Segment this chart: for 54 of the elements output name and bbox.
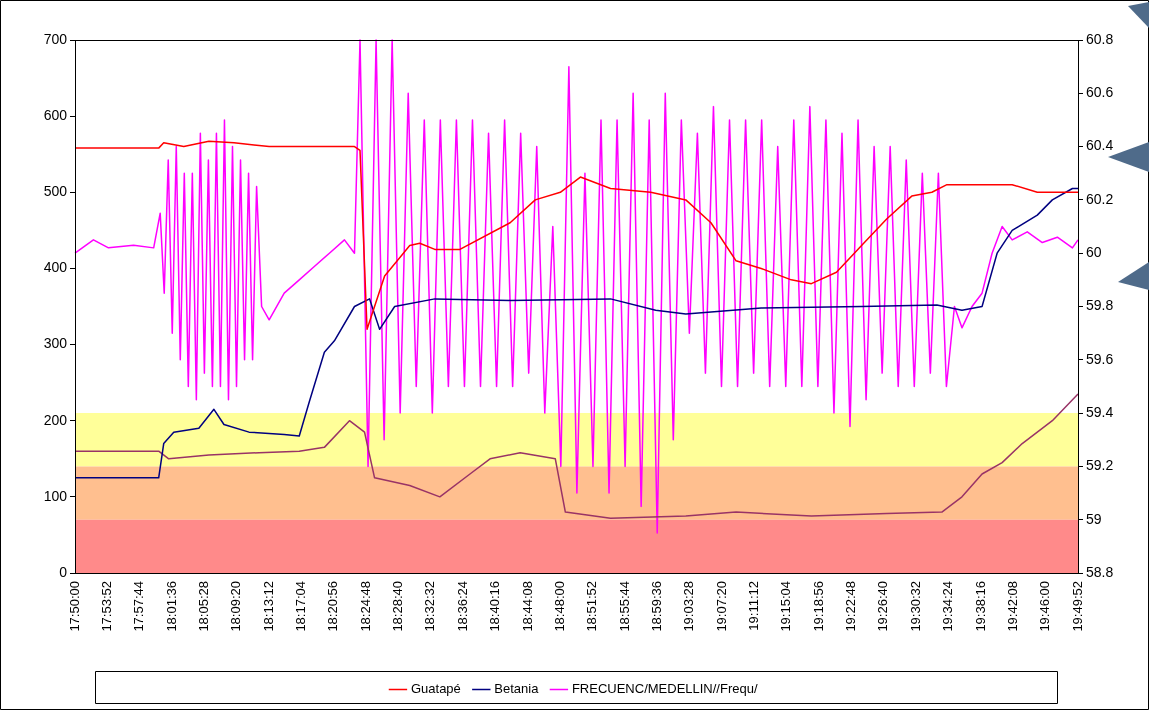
y2-tick-label: 59.8	[1086, 297, 1114, 314]
y-tick-label: 400	[43, 259, 68, 276]
y-tick-label: 100	[43, 487, 68, 504]
y-tick-label: 600	[43, 107, 68, 123]
x-tick-label: 18:13:12	[260, 581, 276, 632]
y2-tick-label: 59.2	[1086, 457, 1114, 474]
x-tick-label: 18:20:56	[325, 581, 341, 632]
y2-tick-label: 59.6	[1086, 350, 1114, 367]
x-tick-label: 19:26:40	[875, 581, 891, 632]
x-tick-label: 18:36:24	[454, 581, 470, 632]
x-tick-label: 18:24:48	[357, 581, 373, 632]
x-tick-label: 19:38:16	[972, 581, 988, 632]
x-tick-label: 19:46:00	[1037, 581, 1053, 632]
y2-tick-label: 59	[1086, 510, 1102, 527]
x-tick-label: 18:48:00	[551, 581, 567, 632]
x-tick-label: 18:44:08	[519, 581, 535, 632]
y-tick-label: 300	[43, 335, 68, 352]
y2-tick-label: 59.4	[1086, 403, 1114, 420]
x-tick-label: 18:01:36	[163, 581, 179, 632]
y2-tick-label: 60	[1086, 244, 1102, 261]
x-tick-label: 17:50:00	[66, 581, 82, 632]
x-tick-label: 18:51:52	[584, 581, 600, 632]
y-tick-label: 700	[43, 30, 68, 47]
x-tick-label: 19:22:48	[843, 581, 859, 632]
x-tick-label: 19:18:56	[810, 581, 826, 632]
x-tick-label: 19:15:04	[778, 581, 794, 632]
y-tick-label: 0	[59, 563, 68, 580]
x-tick-label: 19:11:12	[746, 581, 762, 631]
legend-label: FRECUENC/MEDELLIN//Frequ/	[571, 681, 758, 697]
y-tick-label: 200	[43, 411, 68, 428]
x-tick-label: 18:40:16	[487, 581, 503, 632]
y2-tick-label: 60.4	[1086, 137, 1114, 154]
x-tick-label: 18:32:32	[422, 581, 438, 632]
x-tick-label: 18:05:28	[196, 581, 212, 632]
y2-tick-label: 60.2	[1086, 190, 1114, 207]
x-tick-label: 18:17:04	[293, 581, 309, 632]
x-tick-label: 18:55:44	[616, 581, 632, 632]
x-tick-label: 18:28:40	[390, 581, 406, 632]
x-tick-label: 19:07:20	[713, 581, 729, 632]
x-tick-label: 17:53:52	[98, 581, 114, 632]
legend-label: Guatapé	[410, 681, 461, 697]
x-tick-label: 19:42:08	[1004, 581, 1020, 632]
x-tick-label: 19:03:28	[681, 581, 697, 632]
y2-tick-label: 58.8	[1086, 563, 1114, 580]
y2-tick-label: 60.6	[1086, 84, 1114, 101]
x-tick-label: 19:30:32	[907, 581, 923, 632]
y2-tick-label: 60.8	[1086, 30, 1114, 47]
x-tick-label: 18:59:36	[648, 581, 664, 632]
x-tick-label: 19:49:52	[1069, 581, 1085, 632]
x-tick-label: 18:09:20	[228, 581, 244, 632]
y-tick-label: 500	[43, 183, 68, 200]
x-tick-label: 19:34:24	[940, 581, 956, 632]
legend-label: Betania	[494, 681, 540, 697]
x-tick-label: 17:57:44	[131, 581, 147, 632]
